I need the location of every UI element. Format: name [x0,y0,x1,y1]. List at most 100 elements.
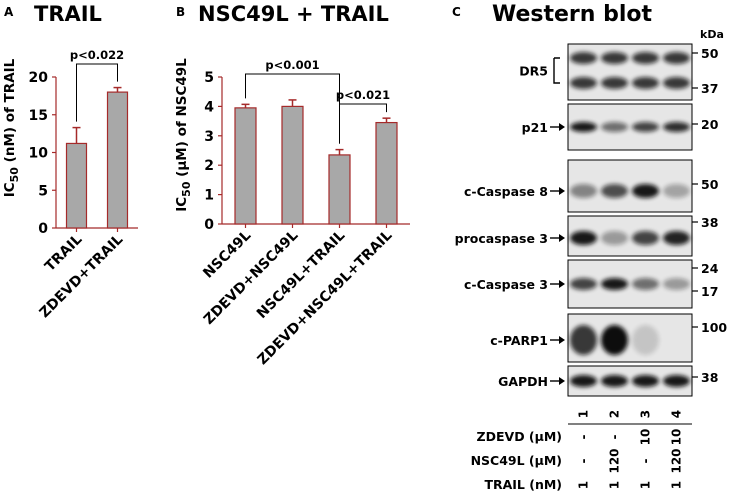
condition-value: 120 [608,448,622,473]
panel-b-ylabel-sub: 50 [180,181,193,197]
blot-row-label: c-PARP1 [490,333,548,348]
condition-value: - [577,458,591,463]
panel-a-significance-label: p<0.022 [70,48,124,62]
panel-b-ytick-label: 1 [204,188,214,204]
panel-b-ytick-label: 2 [204,158,214,174]
panel-b: B NSC49L + TRAIL IC50 (μM) of NSC49L 0 1 2… [174,2,410,368]
kda-marker-label: 24 [701,261,719,276]
lane-number: 3 [639,410,653,418]
condition-value: 1 [639,481,653,489]
panel-b-significance-bracket [339,103,387,144]
panel-b-ytick-label: 3 [204,129,214,145]
panel-b-ylabel-unit: μM [174,147,190,170]
panel-a-bar [65,142,88,229]
blot-row-label: GAPDH [498,374,548,389]
kda-marker-label: 37 [701,81,718,96]
blot-band [632,52,659,64]
blot-band [632,231,659,245]
blot-band [570,184,597,198]
panel-c-title: Western blot [492,2,653,27]
panel-b-ytick-label: 0 [204,217,214,233]
blot-band [663,52,690,64]
blot-band [601,77,628,89]
blot-band [632,278,659,290]
condition-value: 1 [670,481,684,489]
panel-a-significance-bracket [76,63,118,122]
lane-number: 2 [608,410,622,418]
blot-arrowhead [559,187,565,195]
kda-marker-label: 20 [701,117,719,132]
blot-band [632,122,659,132]
panel-b-category-label: NSC49L+TRAIL [254,227,348,321]
blot-arrowhead [559,234,565,242]
panel-a: A TRAIL IC50 (nM) of TRAIL 05101520TRAIL… [2,2,138,321]
panel-b-ylabel: IC50 (μM) of NSC49L [174,58,193,212]
lane-number: 1 [577,410,591,418]
panel-a-ytick-label: 5 [38,183,48,199]
panel-b-ylabel-main: IC [174,197,190,212]
kda-marker-label: 50 [701,177,719,192]
condition-value: 1 [608,481,622,489]
panel-a-bar [106,91,129,229]
blot-band [601,122,628,132]
condition-value: 10 [639,429,653,446]
blot-row-label: c-Caspase 3 [464,277,548,292]
panel-a-letter: A [4,5,14,19]
panel-a-ylabel-sub: 50 [8,167,21,183]
lane-number: 4 [670,410,684,418]
panel-a-ytick-label: 0 [38,221,48,237]
condition-value: 10 [670,429,684,446]
panel-b-ytick-label: 4 [204,99,214,115]
blot-band [601,325,628,355]
blot-band [663,184,690,198]
blot-row-label: DR5 [519,64,548,79]
panel-a-ytick-label: 20 [29,70,49,86]
blot-arrowhead [559,280,565,288]
blot-band [632,77,659,89]
blot-arrowhead [559,377,565,385]
blot-band [570,122,597,132]
panel-b-significance-label: p<0.001 [265,58,319,72]
panel-b-significance-label: p<0.021 [336,88,390,102]
kda-marker-label: 50 [701,46,719,61]
panel-a-ylabel-rest: (nM) of TRAIL [2,58,18,167]
panel-a-title: TRAIL [34,2,102,26]
panel-b-ytick-label: 5 [204,70,214,86]
blot-band [663,375,690,387]
blot-band [632,375,659,387]
blot-band [601,231,628,245]
kda-marker-label: 38 [701,215,718,230]
condition-label: ZDEVD (μM) [477,429,562,444]
blot-band [601,52,628,64]
panel-b-ylabel-rest: of NSC49L [174,58,190,141]
panel-c-western-blot: C Western blot kDa DR5 50 37 p21 20 c-Caspase… [452,2,727,492]
blot-band [663,278,690,290]
condition-label: TRAIL (nM) [484,477,562,492]
panel-b-letter: B [176,5,185,19]
kda-label: kDa [700,28,724,41]
panel-a-ytick-label: 10 [29,146,49,162]
blot-arrowhead [559,336,565,344]
kda-marker-label: 38 [701,370,718,385]
panel-a-ylabel-main: IC [2,182,18,197]
blot-band [570,52,597,64]
blot-row-label: c-Caspase 8 [464,184,548,199]
blot-band [663,77,690,89]
condition-label: NSC49L (μM) [471,453,562,468]
panel-b-bar [234,107,257,225]
condition-value: - [577,434,591,439]
blot-band [570,278,597,290]
blot-band [632,325,659,355]
kda-marker-label: 17 [701,284,718,299]
blot-band [632,184,659,198]
blot-bracket [553,57,560,84]
blot-row-label: procaspase 3 [455,231,548,246]
panel-b-ylabel-open: ( [174,171,190,182]
kda-marker-label: 100 [701,320,727,335]
blot-arrowhead [559,123,565,131]
blot-row-label: p21 [522,120,548,135]
blot-band [570,77,597,89]
panel-a-ytick-label: 15 [29,108,48,124]
panel-c-letter: C [452,5,461,19]
condition-value: - [639,458,653,463]
